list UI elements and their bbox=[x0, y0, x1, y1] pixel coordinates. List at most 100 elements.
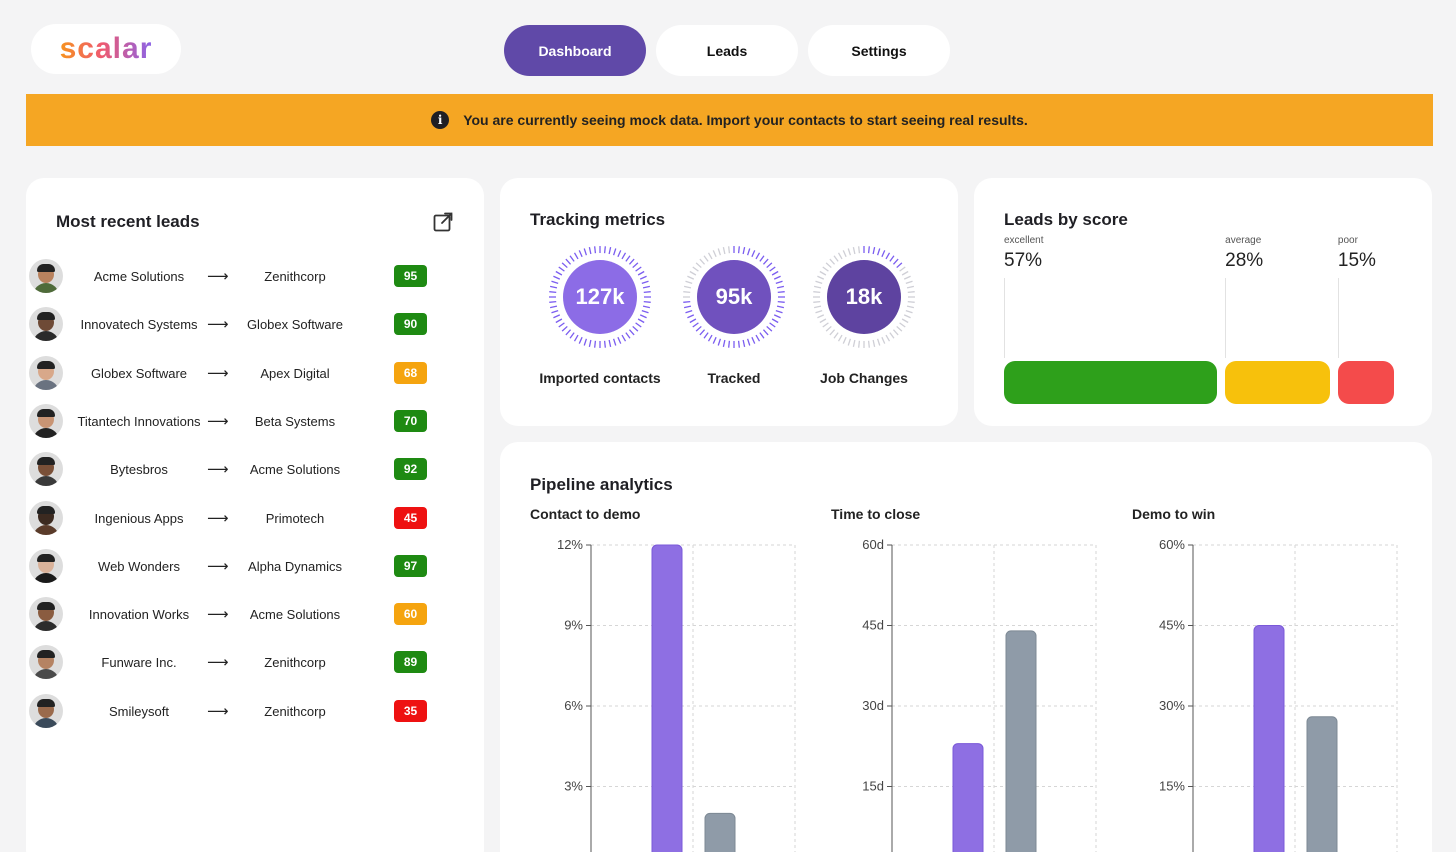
metric-value: 18k bbox=[827, 260, 901, 334]
lead-source-company: Web Wonders bbox=[98, 558, 180, 574]
y-tick-label: 6% bbox=[564, 698, 583, 713]
nav-settings-button[interactable]: Settings bbox=[808, 25, 950, 76]
arrow-right-icon: ⟶ bbox=[207, 510, 229, 527]
bar-primary bbox=[952, 743, 984, 852]
avatar bbox=[29, 549, 63, 583]
score-segment-bar bbox=[1225, 361, 1330, 404]
bar-chart: 60% 45% 30% 15% bbox=[1159, 537, 1398, 852]
y-tick-label: 9% bbox=[564, 618, 583, 633]
lead-score-badge: 97 bbox=[394, 555, 427, 577]
y-tick-label: 30% bbox=[1159, 698, 1185, 713]
lead-source-company: Acme Solutions bbox=[93, 268, 185, 284]
metric-label: Job Changes bbox=[820, 370, 908, 386]
y-tick-label: 15% bbox=[1159, 779, 1185, 794]
metric-progress-ticks bbox=[683, 246, 785, 348]
bar-chart: 12% 9% 6% 3% bbox=[557, 537, 796, 852]
lead-target-company: Acme Solutions bbox=[249, 606, 341, 622]
score-segment-name: average bbox=[1225, 235, 1262, 246]
lead-source-company: Bytesbros bbox=[110, 461, 168, 477]
lead-target-company: Beta Systems bbox=[254, 413, 336, 429]
metric-value: 127k bbox=[563, 260, 637, 334]
avatar bbox=[29, 307, 63, 341]
nav-leads-button[interactable]: Leads bbox=[656, 25, 798, 76]
external-link-icon[interactable] bbox=[432, 211, 454, 233]
avatar bbox=[29, 597, 63, 631]
tracking-metrics-title: Tracking metrics bbox=[530, 210, 666, 229]
lead-score-badge: 68 bbox=[394, 362, 427, 384]
lead-row[interactable]: Globex Software ⟶ Apex Digital 68 bbox=[29, 355, 429, 391]
lead-row[interactable]: Innovatech Systems ⟶ Globex Software 90 bbox=[29, 306, 429, 342]
nav-dashboard-button[interactable]: Dashboard bbox=[504, 25, 646, 76]
lead-row[interactable]: Smileysoft ⟶ Zenithcorp 35 bbox=[29, 693, 429, 729]
avatar bbox=[29, 452, 63, 486]
metric-progress-ticks bbox=[549, 246, 651, 348]
lead-target-company: Primotech bbox=[265, 510, 325, 526]
score-segment-percent: 15% bbox=[1337, 250, 1376, 271]
score-segment-name: excellent bbox=[1004, 235, 1044, 246]
y-tick-label: 45d bbox=[862, 618, 884, 633]
bar-primary bbox=[1253, 625, 1285, 852]
leads-by-score-title: Leads by score bbox=[1004, 210, 1128, 229]
metric-ring: 95k bbox=[681, 244, 787, 350]
y-tick-label: 12% bbox=[557, 537, 583, 552]
lead-score-badge: 90 bbox=[394, 313, 427, 335]
lead-target-company: Alpha Dynamics bbox=[248, 558, 342, 574]
arrow-right-icon: ⟶ bbox=[207, 558, 229, 575]
y-tick-label: 3% bbox=[564, 779, 583, 794]
metric-label: Imported contacts bbox=[539, 370, 661, 386]
arrow-right-icon: ⟶ bbox=[207, 413, 229, 430]
lead-row[interactable]: Bytesbros ⟶ Acme Solutions 92 bbox=[29, 451, 429, 487]
lead-score-badge: 60 bbox=[394, 603, 427, 625]
y-tick-label: 60% bbox=[1159, 537, 1185, 552]
lead-score-badge: 70 bbox=[394, 410, 427, 432]
lead-source-company: Ingenious Apps bbox=[94, 510, 184, 526]
avatar bbox=[29, 501, 63, 535]
avatar bbox=[29, 259, 63, 293]
score-segment-name: poor bbox=[1337, 235, 1358, 246]
mock-data-banner: i You are currently seeing mock data. Im… bbox=[26, 94, 1433, 146]
chart-title-time-to-close: Time to close bbox=[831, 506, 921, 522]
arrow-right-icon: ⟶ bbox=[207, 461, 229, 478]
lead-source-company: Innovatech Systems bbox=[80, 316, 198, 332]
arrow-right-icon: ⟶ bbox=[207, 365, 229, 382]
avatar bbox=[29, 356, 63, 390]
score-segment-divider bbox=[1004, 278, 1005, 358]
chart-title-contact-to-demo: Contact to demo bbox=[530, 506, 641, 522]
score-segment-divider bbox=[1337, 278, 1339, 358]
avatar bbox=[29, 694, 63, 728]
chart-title-demo-to-win: Demo to win bbox=[1132, 506, 1216, 522]
y-tick-label: 60d bbox=[862, 537, 884, 552]
lead-target-company: Zenithcorp bbox=[264, 268, 326, 284]
lead-row[interactable]: Innovation Works ⟶ Acme Solutions 60 bbox=[29, 596, 429, 632]
lead-target-company: Apex Digital bbox=[260, 365, 330, 381]
score-segment-percent: 57% bbox=[1004, 250, 1043, 271]
lead-source-company: Titantech Innovations bbox=[77, 413, 201, 429]
avatar bbox=[29, 404, 63, 438]
lead-source-company: Innovation Works bbox=[88, 606, 190, 622]
lead-score-badge: 45 bbox=[394, 507, 427, 529]
lead-row[interactable]: Acme Solutions ⟶ Zenithcorp 95 bbox=[29, 258, 429, 294]
arrow-right-icon: ⟶ bbox=[207, 606, 229, 623]
avatar bbox=[29, 645, 63, 679]
pipeline-analytics-title: Pipeline analytics bbox=[530, 475, 673, 494]
metric-ring: 127k bbox=[547, 244, 653, 350]
arrow-right-icon: ⟶ bbox=[207, 316, 229, 333]
lead-source-company: Smileysoft bbox=[109, 703, 169, 719]
y-tick-label: 30d bbox=[862, 698, 884, 713]
score-segment-divider bbox=[1225, 278, 1227, 358]
metric-progress-ticks bbox=[813, 246, 915, 348]
lead-source-company: Globex Software bbox=[90, 365, 188, 381]
lead-score-badge: 92 bbox=[394, 458, 427, 480]
arrow-right-icon: ⟶ bbox=[207, 654, 229, 671]
score-segment-percent: 28% bbox=[1225, 250, 1264, 271]
scalar-logo[interactable]: scalar bbox=[31, 24, 181, 74]
arrow-right-icon: ⟶ bbox=[207, 703, 229, 720]
lead-row[interactable]: Titantech Innovations ⟶ Beta Systems 70 bbox=[29, 403, 429, 439]
recent-leads-title: Most recent leads bbox=[56, 212, 200, 231]
lead-row[interactable]: Web Wonders ⟶ Alpha Dynamics 97 bbox=[29, 548, 429, 584]
score-segment-bar bbox=[1004, 361, 1218, 404]
lead-row[interactable]: Ingenious Apps ⟶ Primotech 45 bbox=[29, 500, 429, 536]
lead-row[interactable]: Funware Inc. ⟶ Zenithcorp 89 bbox=[29, 644, 429, 680]
lead-score-badge: 95 bbox=[394, 265, 427, 287]
metric-ring: 18k bbox=[811, 244, 917, 350]
